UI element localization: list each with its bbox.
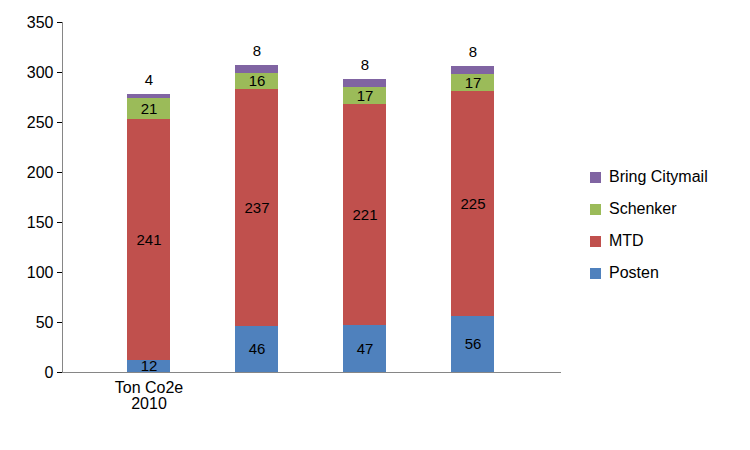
svg-text:8: 8 — [361, 56, 369, 73]
html-text:Posten: Posten — [609, 264, 659, 281]
svg-text:350: 350 — [27, 14, 54, 31]
svg-text:Ton Co2e2010: Ton Co2e2010 — [115, 379, 184, 412]
svg-text:50: 50 — [36, 314, 54, 331]
svg-text:250: 250 — [27, 114, 54, 131]
svg-text:237: 237 — [244, 199, 269, 216]
svg-text:17: 17 — [357, 87, 374, 104]
svg-text:21: 21 — [141, 100, 158, 117]
svg-text:150: 150 — [27, 214, 54, 231]
html-text:Schenker: Schenker — [609, 200, 677, 217]
svg-text:16: 16 — [249, 72, 266, 89]
svg-text:8: 8 — [469, 43, 477, 60]
svg-text:56: 56 — [465, 335, 482, 352]
svg-text:17: 17 — [465, 74, 482, 91]
html-text:Bring Citymail: Bring Citymail — [609, 168, 708, 185]
svg-text:200: 200 — [27, 164, 54, 181]
svg-text:46: 46 — [249, 340, 266, 357]
svg-text:47: 47 — [357, 340, 374, 357]
svg-text:12: 12 — [141, 357, 158, 374]
html-text:MTD: MTD — [609, 232, 644, 249]
svg-text:225: 225 — [460, 195, 485, 212]
svg-text:221: 221 — [352, 206, 377, 223]
svg-text:8: 8 — [253, 42, 261, 59]
svg-text:300: 300 — [27, 64, 54, 81]
svg-text:0: 0 — [45, 364, 54, 381]
svg-text:4: 4 — [145, 71, 153, 88]
svg-text:241: 241 — [136, 231, 161, 248]
svg-text:100: 100 — [27, 264, 54, 281]
